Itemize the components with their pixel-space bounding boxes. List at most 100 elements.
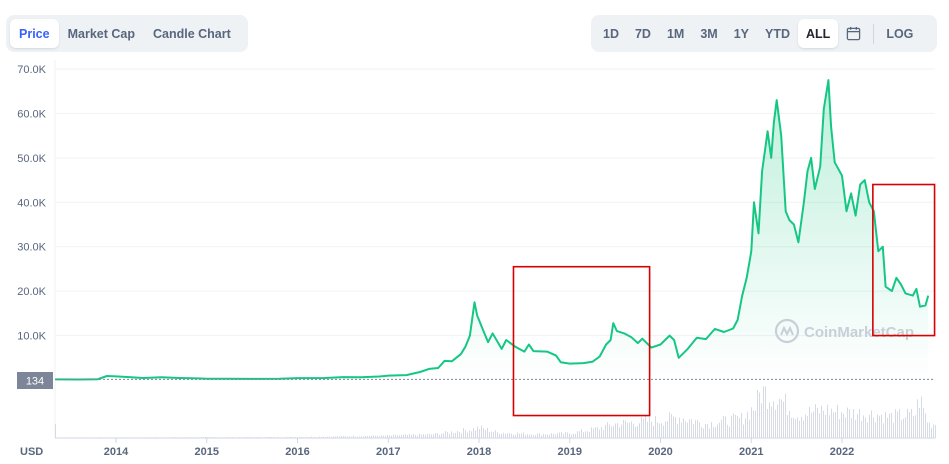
volume-bar xyxy=(195,437,196,438)
volume-bar xyxy=(345,436,346,438)
volume-bar xyxy=(71,437,72,438)
volume-bar xyxy=(303,437,304,438)
volume-bar xyxy=(663,425,664,438)
volume-bar xyxy=(237,437,238,438)
volume-bar xyxy=(557,433,558,438)
volume-bar xyxy=(173,437,174,438)
volume-bar xyxy=(231,437,232,438)
range-1m[interactable]: 1M xyxy=(666,26,685,41)
x-tick-label: 2016 xyxy=(285,446,309,458)
range-ytd[interactable]: YTD xyxy=(765,26,791,41)
range-3m[interactable]: 3M xyxy=(700,26,718,41)
volume-bar xyxy=(323,436,324,438)
volume-bar xyxy=(607,422,608,438)
volume-bar xyxy=(909,412,910,438)
volume-bar xyxy=(373,435,374,438)
current-price-tag-box xyxy=(17,372,53,389)
volume-bar xyxy=(743,424,744,438)
volume-bar xyxy=(225,437,226,438)
volume-bar xyxy=(551,433,552,438)
volume-bar xyxy=(893,422,894,438)
volume-bar xyxy=(711,421,712,438)
volume-bar xyxy=(829,415,830,438)
calendar-button[interactable] xyxy=(838,19,869,48)
volume-bar xyxy=(667,421,668,438)
volume-bar xyxy=(553,433,554,438)
volume-bar xyxy=(519,433,520,438)
x-tick-label: 2017 xyxy=(376,446,400,458)
volume-bar xyxy=(317,437,318,438)
volume-bar xyxy=(635,426,636,438)
volume-bar xyxy=(395,434,396,438)
volume-bar xyxy=(593,428,594,438)
volume-bar xyxy=(329,436,330,438)
tab-market-cap[interactable]: Market Cap xyxy=(67,26,135,41)
volume-bar xyxy=(457,431,458,438)
volume-bar xyxy=(175,437,176,438)
volume-bar xyxy=(299,437,300,438)
volume-bar xyxy=(879,415,880,438)
volume-bar xyxy=(783,401,784,438)
volume-bar xyxy=(789,410,790,438)
volume-bar xyxy=(683,418,684,438)
volume-bar xyxy=(601,426,602,438)
volume-bar xyxy=(121,437,122,438)
volume-bar xyxy=(913,416,914,438)
volume-bar xyxy=(651,421,652,438)
volume-bar xyxy=(245,436,246,438)
volume-bar xyxy=(545,434,546,438)
range-all[interactable]: ALL xyxy=(798,19,839,48)
volume-bar xyxy=(113,437,114,438)
volume-bar xyxy=(775,409,776,438)
volume-bar xyxy=(441,433,442,438)
volume-bar xyxy=(327,436,328,438)
volume-bar xyxy=(229,437,230,438)
volume-bar xyxy=(411,434,412,438)
volume-bar xyxy=(497,432,498,438)
volume-bar xyxy=(337,436,338,438)
range-1y[interactable]: 1Y xyxy=(733,26,750,41)
volume-bar xyxy=(617,423,618,438)
volume-bar xyxy=(865,417,866,438)
watermark: CoinMarketCap xyxy=(774,318,914,344)
volume-bar xyxy=(721,419,722,438)
volume-bar xyxy=(285,437,286,438)
volume-bar xyxy=(719,422,720,438)
volume-bar xyxy=(435,433,436,438)
volume-bar xyxy=(793,418,794,438)
volume-bar xyxy=(127,437,128,438)
volume-bar xyxy=(873,417,874,438)
volume-bar xyxy=(735,414,736,438)
range-7d[interactable]: 7D xyxy=(634,26,651,41)
volume-bar xyxy=(325,437,326,438)
volume-bar xyxy=(647,421,648,438)
volume-bar xyxy=(469,430,470,438)
volume-bar xyxy=(353,435,354,438)
volume-bar xyxy=(805,414,806,438)
price-area xyxy=(55,80,929,380)
volume-bar xyxy=(275,437,276,438)
volume-bar xyxy=(763,386,764,438)
volume-bar xyxy=(911,408,912,438)
tab-candle-chart[interactable]: Candle Chart xyxy=(152,26,231,41)
volume-bar xyxy=(507,433,508,438)
current-price-tag: 134 xyxy=(17,372,53,389)
volume-bar xyxy=(475,430,476,438)
volume-bar xyxy=(933,424,934,438)
volume-bar xyxy=(505,433,506,438)
tab-price[interactable]: Price xyxy=(10,19,59,48)
range-1d[interactable]: 1D xyxy=(603,26,619,41)
volume-bar xyxy=(891,412,892,438)
volume-bar xyxy=(193,437,194,438)
volume-bar xyxy=(819,413,820,438)
volume-bar xyxy=(619,427,620,438)
volume-bar xyxy=(427,433,428,438)
volume-bar xyxy=(773,401,774,438)
volume-bar xyxy=(921,396,922,438)
volume-bar xyxy=(407,434,408,438)
volume-bar xyxy=(511,433,512,438)
divider xyxy=(873,23,875,44)
log-scale-toggle[interactable]: LOG xyxy=(886,26,914,41)
volume-bar xyxy=(451,431,452,438)
y-tick-label: 10.0K xyxy=(17,331,46,343)
